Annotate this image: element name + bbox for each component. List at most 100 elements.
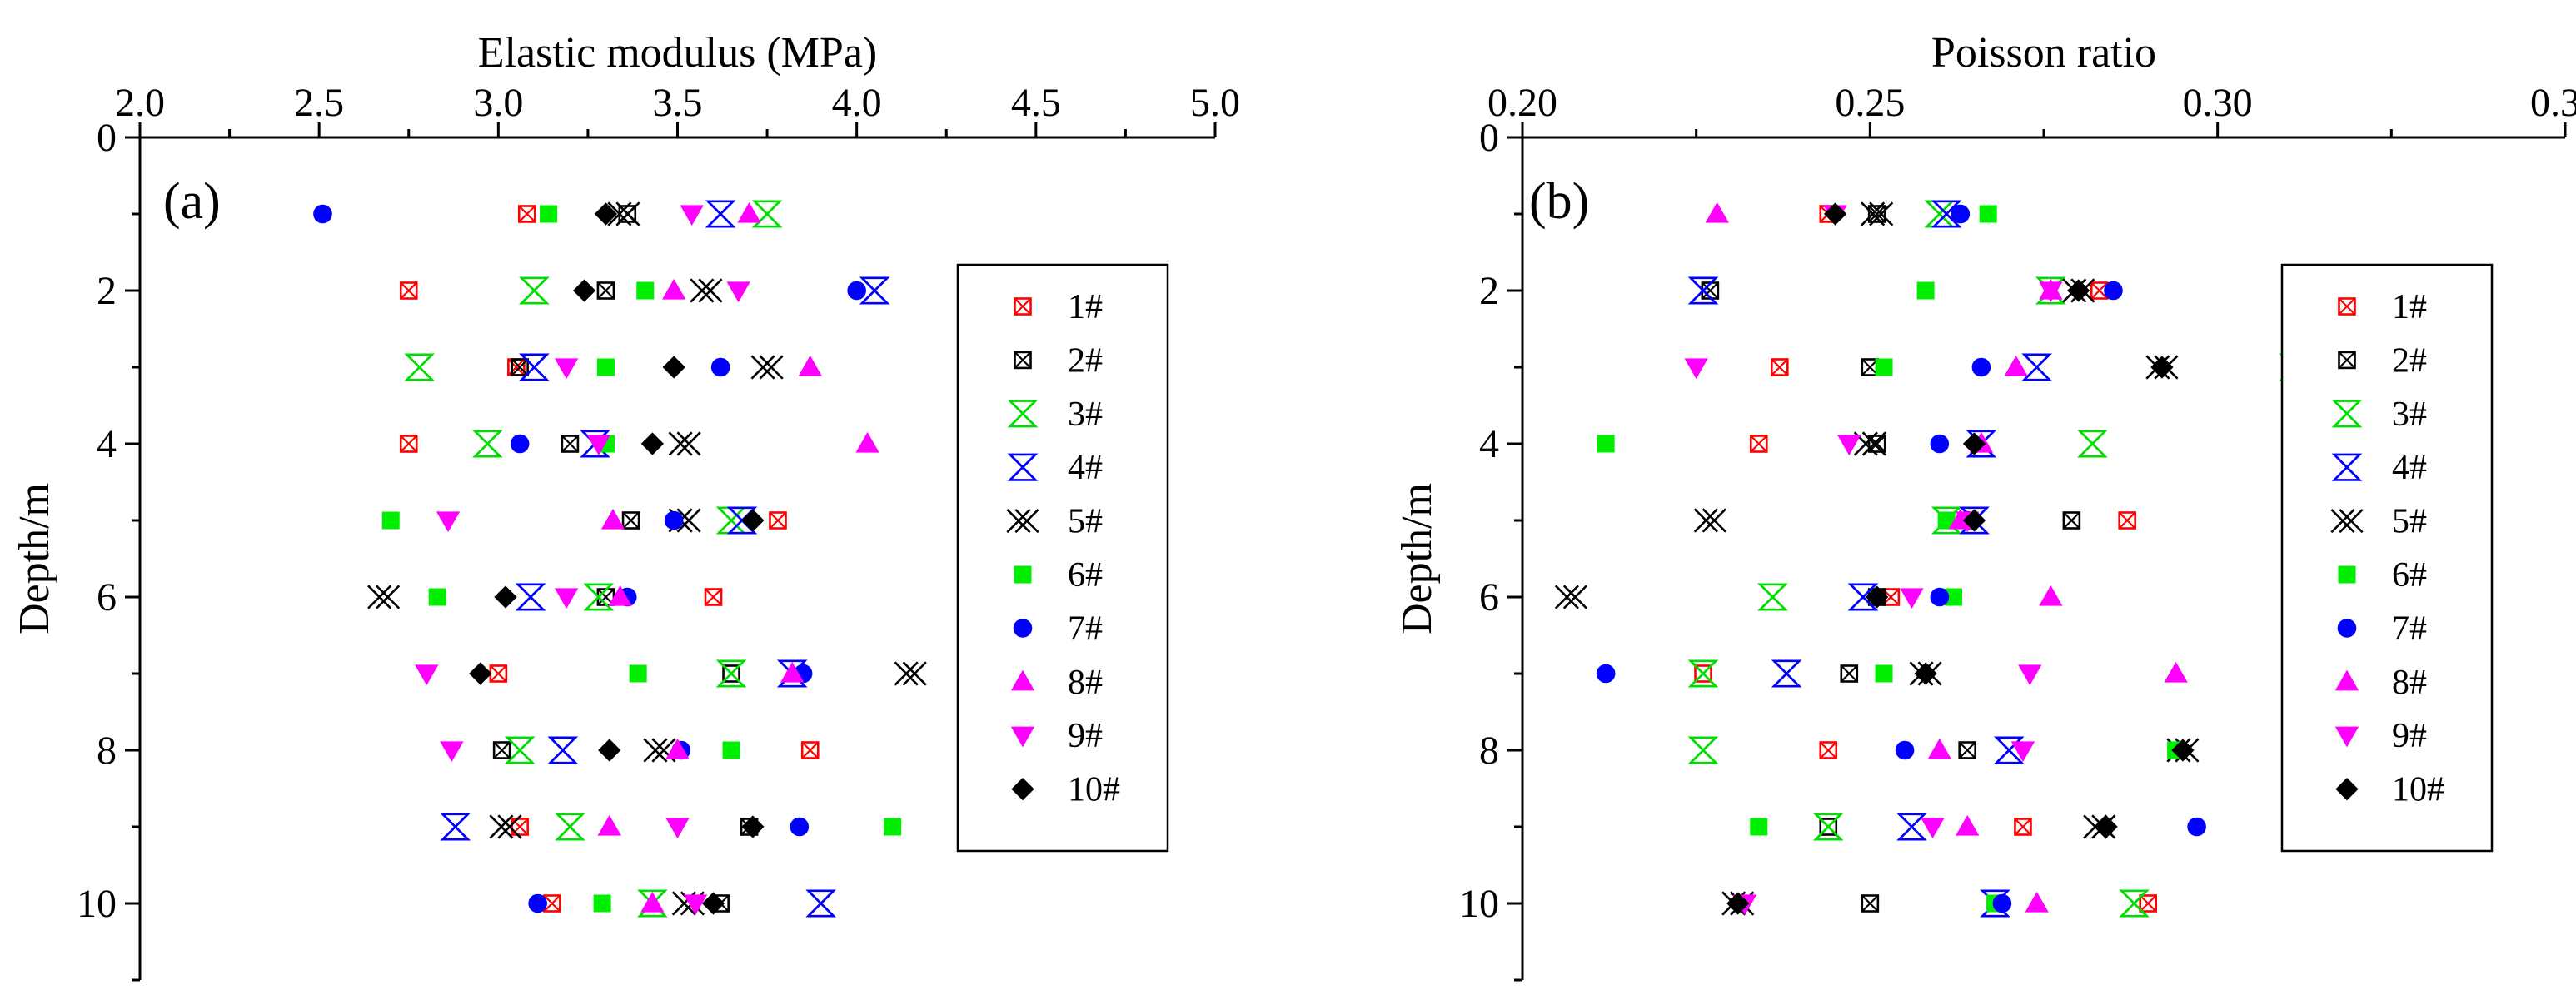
series-4# — [1687, 200, 2053, 918]
data-point — [1861, 894, 1880, 913]
data-point — [2077, 430, 2108, 458]
marker-cross — [769, 511, 787, 530]
series-6# — [1597, 205, 2185, 913]
data-point — [847, 281, 866, 301]
data-point — [440, 813, 471, 841]
marker-hourglass-cross — [2023, 353, 2050, 381]
data-point — [2187, 817, 2206, 837]
marker-square — [1916, 281, 1935, 300]
data-point — [507, 358, 526, 376]
data-point — [1812, 813, 1844, 841]
series-2# — [492, 205, 759, 913]
marker-box — [1958, 741, 1976, 759]
marker-box — [517, 205, 536, 223]
marker-cross — [2338, 351, 2356, 369]
legend-label: 7# — [1068, 609, 1103, 648]
series-7# — [1596, 204, 2206, 913]
marker-hourglass-cross — [753, 200, 781, 228]
data-point — [598, 739, 621, 762]
marker-triangle-up — [2039, 585, 2063, 606]
marker-box — [1840, 664, 1859, 683]
marker-hourglass-cross — [1009, 400, 1037, 427]
marker-box — [511, 818, 529, 836]
marker-triangle-up — [2164, 661, 2188, 683]
data-point — [596, 281, 615, 300]
marker-double-x — [668, 431, 701, 456]
marker-triangle-down — [586, 435, 611, 456]
data-point — [2025, 891, 2049, 913]
marker-hourglass-cross — [2333, 454, 2361, 481]
marker-cross — [2014, 818, 2032, 836]
marker-hourglass-cross — [1689, 659, 1717, 688]
marker-diamond — [572, 279, 596, 302]
marker-box — [1771, 358, 1789, 376]
marker-box — [1867, 435, 1886, 453]
data-point — [1771, 659, 1802, 688]
marker-square — [381, 511, 400, 530]
marker-triangle-up — [640, 891, 665, 913]
legend-label: 8# — [1068, 664, 1103, 702]
data-point — [492, 741, 511, 759]
marker-triangle-up — [1010, 669, 1035, 691]
legend: 1# 2# 3# 4# 5# 6# 7# 8# 9# 10# — [2280, 263, 2494, 853]
data-point — [662, 278, 686, 300]
legend-entry: 3# — [2331, 396, 2427, 434]
data-point — [790, 817, 810, 837]
marker-double-x — [1006, 509, 1039, 534]
marker-box — [722, 664, 740, 683]
marker-cross — [1819, 741, 1837, 759]
marker-box — [704, 588, 723, 606]
chart-panel-a: 2.0 2.5 3.0 3.5 4.0 4.5 5.0 0 2 4 6 8 10 Elastic modu… — [11, 29, 1240, 982]
x-tick-label: 5.0 — [1190, 81, 1240, 125]
data-point — [2104, 281, 2123, 301]
marker-triangle-up — [597, 814, 621, 836]
marker-double-x — [750, 355, 784, 380]
data-point — [1596, 664, 1616, 684]
data-point — [381, 511, 400, 530]
marker-square — [1979, 205, 1997, 223]
marker-cross — [597, 281, 615, 300]
marker-hourglass-cross — [521, 353, 548, 381]
data-point — [741, 509, 765, 532]
marker-triangle-up — [2004, 355, 2028, 376]
y-tick-label: 2 — [1479, 269, 1499, 313]
marker-hourglass-cross — [1689, 736, 1717, 764]
legend-label: 2# — [2392, 341, 2427, 380]
data-point — [737, 201, 761, 223]
data-point — [855, 431, 879, 453]
series-9# — [415, 205, 750, 916]
marker-triangle-down — [440, 741, 464, 763]
marker-diamond — [494, 585, 517, 609]
marker-diamond — [2150, 356, 2174, 379]
y-tick-label: 6 — [1479, 575, 1499, 619]
marker-box — [596, 281, 615, 300]
marker-circle — [510, 434, 530, 454]
data-point — [540, 205, 558, 223]
data-point — [1867, 205, 1886, 223]
data-point — [1992, 893, 2012, 913]
marker-square — [636, 281, 655, 300]
legend-entry: 7# — [1013, 609, 1103, 648]
data-point — [1840, 664, 1859, 683]
marker-box — [1694, 664, 1712, 683]
data-point — [517, 205, 536, 223]
marker-square — [884, 818, 902, 836]
data-point — [428, 588, 446, 606]
data-point — [586, 435, 611, 456]
legend-entry: 8# — [2334, 664, 2427, 702]
series-9# — [1684, 205, 2063, 916]
marker-box — [1819, 741, 1838, 759]
data-point — [636, 281, 655, 300]
marker-square — [540, 205, 558, 223]
marker-box — [2338, 351, 2356, 370]
data-point — [1750, 818, 1768, 836]
data-point — [1944, 588, 1962, 606]
y-tick-label: 10 — [1459, 882, 1499, 926]
data-point — [1931, 200, 1962, 228]
marker-cross — [400, 281, 418, 300]
marker-box — [1749, 435, 1768, 453]
data-point — [715, 659, 747, 688]
data-point — [1956, 814, 1980, 836]
marker-hourglass-cross — [1815, 813, 1842, 841]
marker-hourglass-cross — [717, 659, 745, 688]
